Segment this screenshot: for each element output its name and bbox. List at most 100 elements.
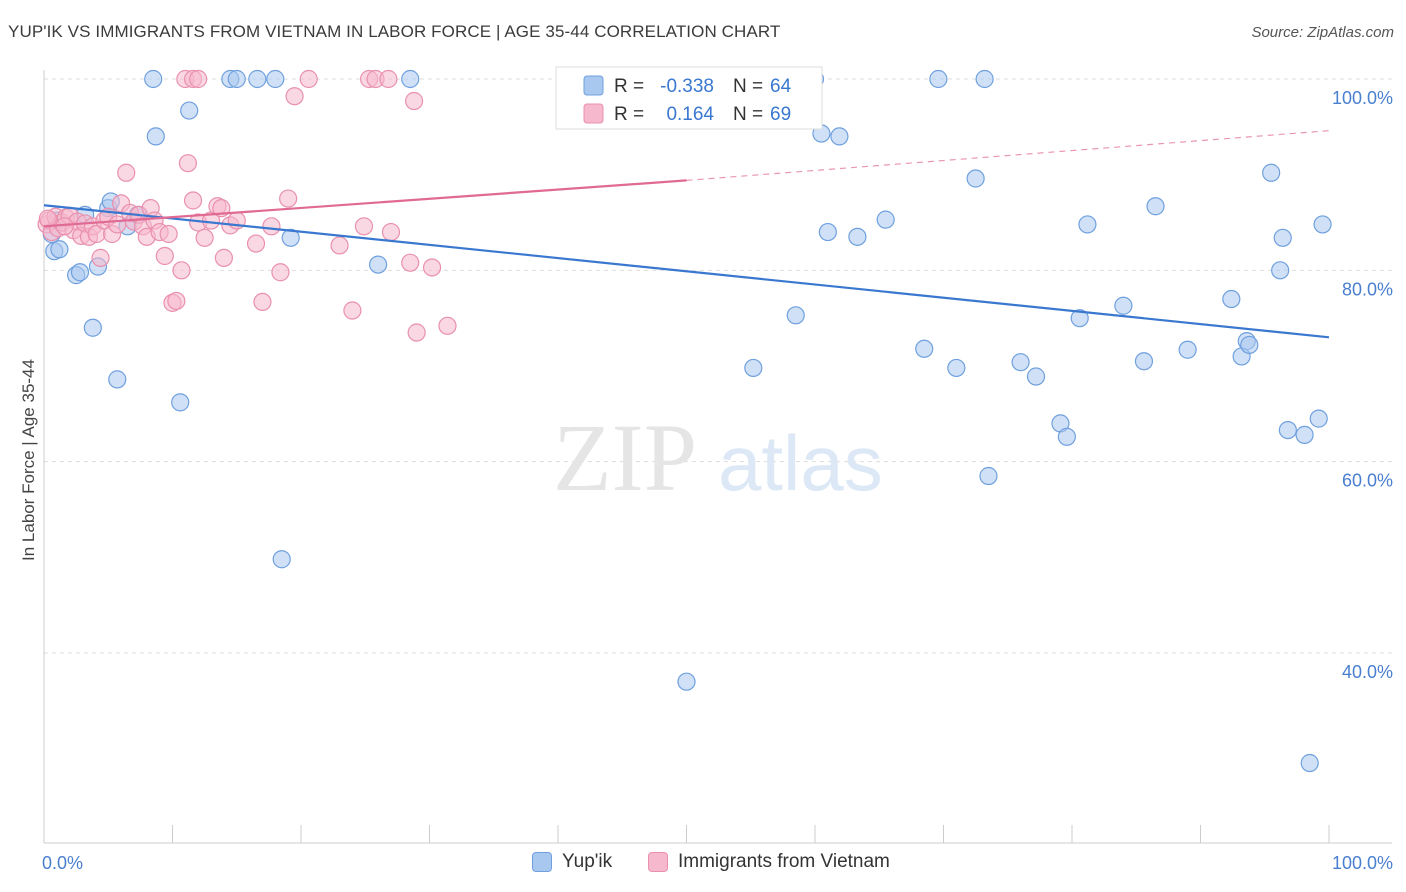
point-yupik [1222,289,1241,309]
stats-legend: R = -0.338 N = 64 R = 0.164 N = 69 [555,66,823,130]
y-tick-label: 40.0% [1342,662,1393,682]
source-credit: Source: ZipAtlas.com [1251,24,1394,41]
point-yupik [966,169,985,188]
chart-title: YUP'IK VS IMMIGRANTS FROM VIETNAM IN LAB… [8,22,781,41]
point-vietnam [422,258,442,277]
point-yupik [848,227,867,246]
point-yupik [83,318,102,337]
point-yupik [1300,753,1319,773]
point-vietnam [246,234,266,253]
point-yupik [266,69,285,89]
point-yupik [1146,197,1165,216]
point-yupik [1295,425,1314,444]
point-yupik [1240,335,1259,355]
point-yupik [70,263,90,282]
point-yupik [1026,367,1046,386]
trendline-yupik [43,204,1330,339]
point-yupik [929,69,948,89]
point-yupik [1271,261,1290,280]
point-vietnam [155,246,174,266]
point-vietnam [183,191,203,210]
point-yupik [1262,163,1281,182]
point-yupik [146,127,165,146]
point-vietnam [379,69,398,89]
point-yupik [677,672,696,691]
point-yupik [786,306,805,325]
point-vietnam [117,163,136,182]
point-yupik [171,393,190,412]
legend-r-value-yupik: -0.338 [660,76,714,97]
point-vietnam [262,217,281,236]
point-vietnam [401,253,420,272]
point-yupik [744,358,763,378]
point-yupik [144,69,163,89]
point-yupik [272,550,291,569]
trendline-vietnam [43,179,687,228]
point-yupik [975,69,994,89]
legend-swatch-yupik [583,75,604,96]
point-yupik [876,210,895,229]
legend-r-label-yupik: R = [614,76,644,97]
point-vietnam [253,292,272,312]
x-tick-label-max: 100.0% [1332,853,1393,873]
point-yupik [180,101,199,120]
point-vietnam [299,69,318,89]
point-yupik [1178,340,1197,359]
legend-item-vietnam: Immigrants from Vietnam [648,851,890,873]
y-tick-label: 80.0% [1342,279,1393,299]
point-yupik [1309,409,1328,428]
point-vietnam [38,209,57,228]
legend-label-yupik: Yup'ik [562,851,613,872]
point-vietnam [343,301,362,320]
point-vietnam [279,189,298,208]
point-yupik [1070,309,1089,328]
legend-swatch-vietnam [583,103,604,124]
legend-item-yupik: Yup'ik [532,851,612,873]
point-yupik [281,228,300,247]
legend-r-label-vietnam: R = [614,104,644,125]
point-yupik [1278,420,1297,440]
point-vietnam [285,87,304,106]
point-yupik [227,69,246,89]
point-vietnam [167,291,186,311]
point-yupik [50,240,69,259]
point-yupik [248,69,267,89]
point-yupik [1134,352,1154,371]
point-yupik [1313,215,1332,234]
x-tick-label-min: 0.0% [42,853,83,873]
point-vietnam [91,248,110,267]
point-yupik [1114,296,1133,315]
legend-n-value-yupik: 64 [770,76,792,97]
point-vietnam [189,69,208,89]
point-vietnam [330,236,349,255]
point-yupik [1078,215,1097,234]
watermark-atlas: atlas [718,419,883,507]
legend-swatch-vietnam-bottom [648,852,668,872]
point-vietnam [172,261,191,280]
legend-swatch-yupik-bottom [532,852,552,872]
legend-n-label-yupik: N = [733,76,763,97]
point-vietnam [178,154,198,173]
point-yupik [369,255,388,274]
point-vietnam [271,263,290,282]
point-yupik [108,370,127,389]
y-tick-label: 100.0% [1332,88,1393,108]
point-yupik [401,69,420,89]
point-vietnam [214,248,233,267]
point-yupik [830,127,849,146]
point-yupik [979,466,998,486]
bottom-legend: Yup'ik Immigrants from Vietnam [0,851,1406,879]
legend-n-label-vietnam: N = [733,104,763,125]
point-vietnam [354,217,374,236]
point-vietnam [195,228,214,247]
point-vietnam [159,224,178,244]
y-axis-label: In Labor Force | Age 35-44 [19,359,38,561]
point-vietnam [438,316,457,335]
legend-label-vietnam: Immigrants from Vietnam [678,851,890,872]
point-yupik [947,358,966,378]
point-yupik [1057,427,1076,446]
trendline-vietnam-projection [686,130,1330,182]
y-tick-label: 60.0% [1342,471,1393,491]
point-yupik [1273,228,1292,247]
watermark-zip: ZIP [553,404,697,511]
